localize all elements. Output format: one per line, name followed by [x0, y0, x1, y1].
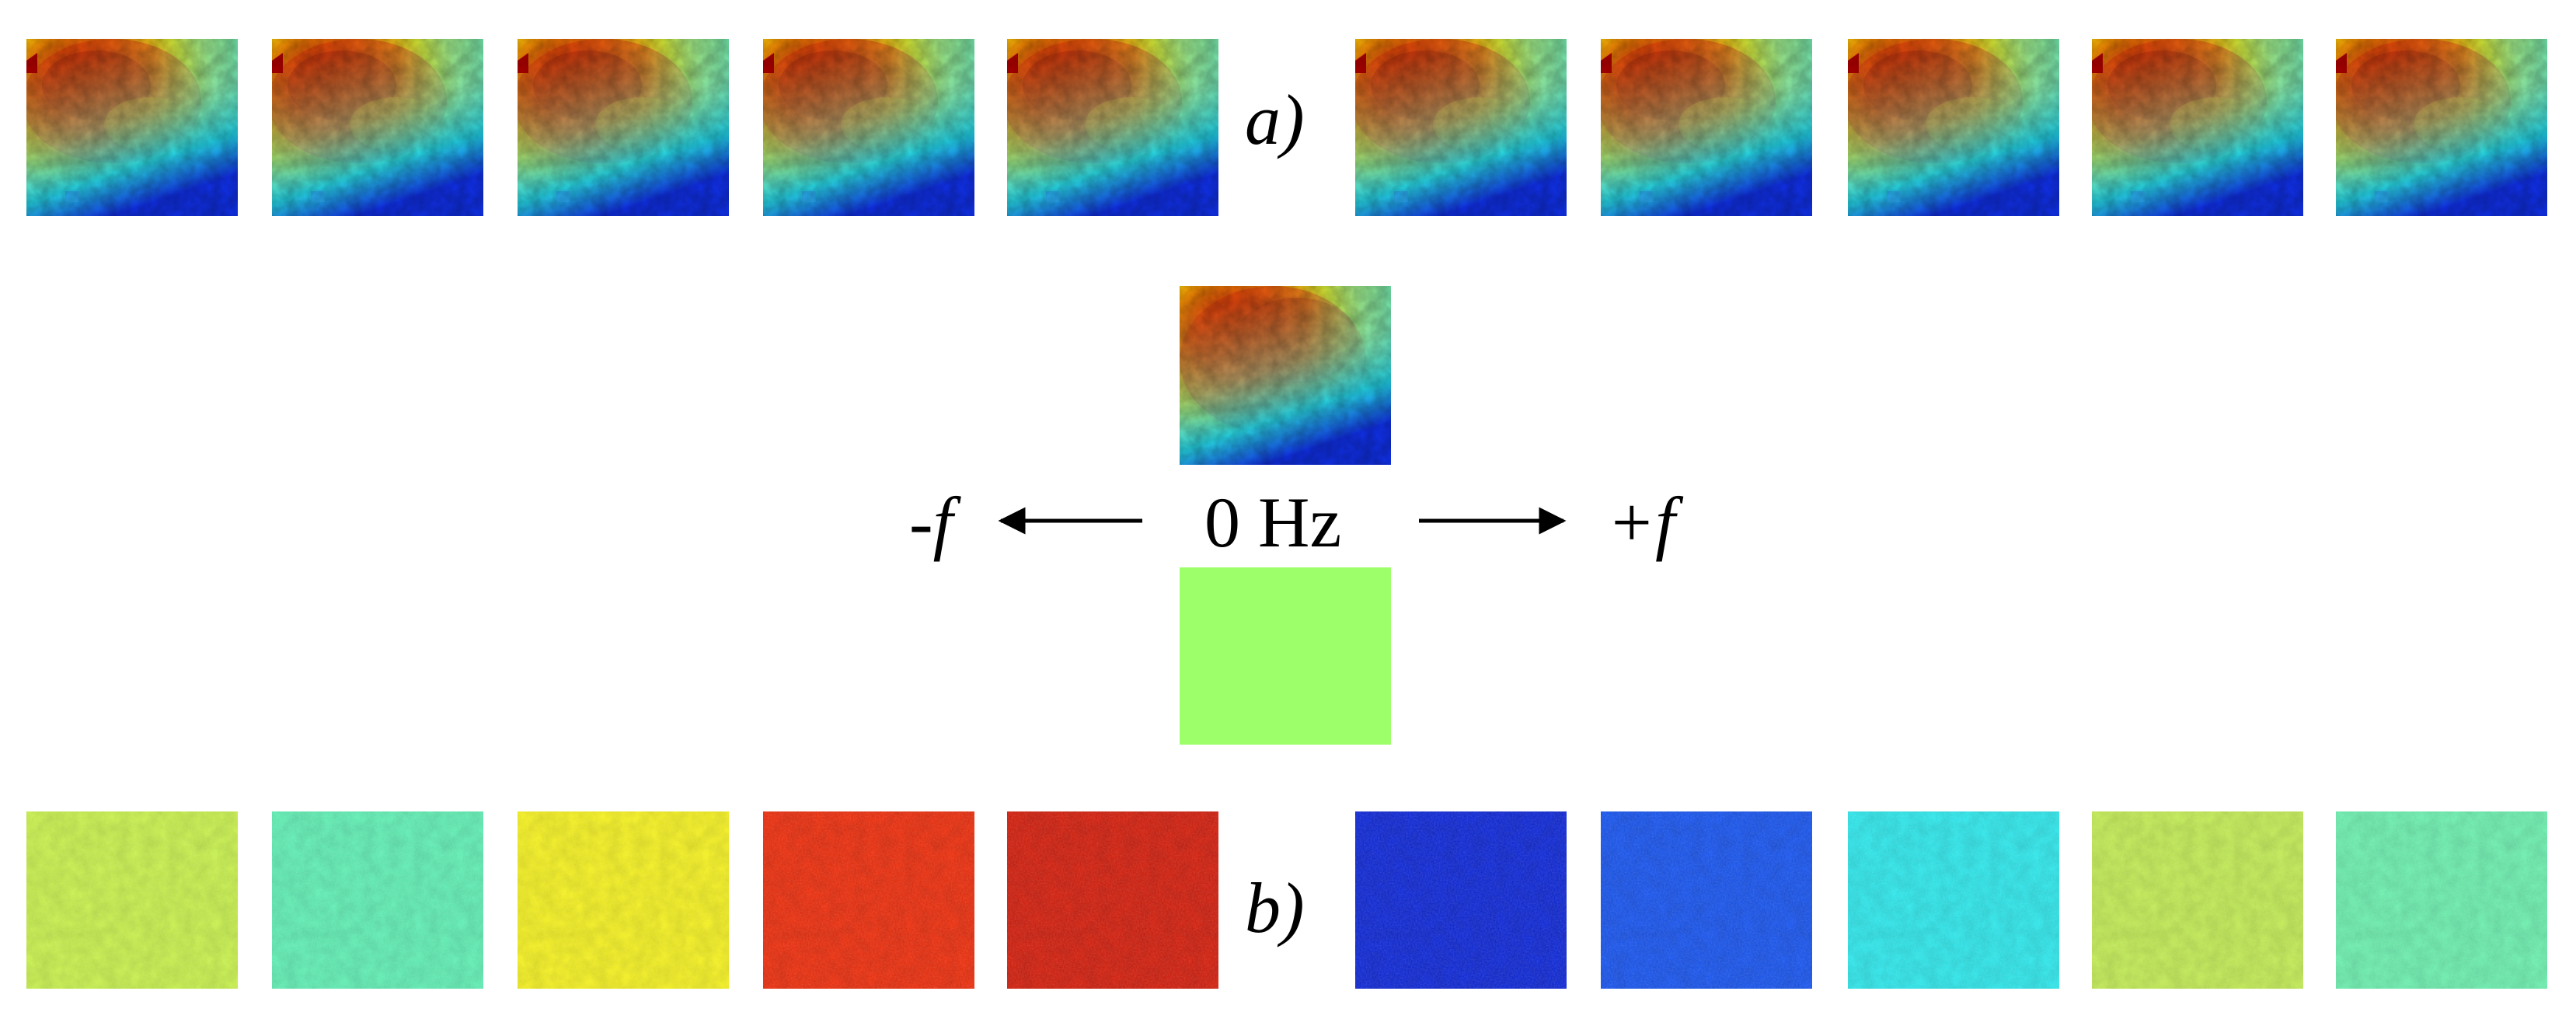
row-a-heatmap-tile	[2336, 39, 2547, 216]
row-a-heatmap-tile	[1848, 39, 2059, 216]
row-a-heatmap-tile	[272, 39, 483, 216]
row-b-component-tile	[763, 811, 974, 989]
row-b-component-tile	[1848, 811, 2059, 989]
row-b-component-tile	[518, 811, 729, 989]
right-arrow	[1419, 507, 1567, 535]
row-b-component-tile	[1355, 811, 1567, 989]
row-a-label: a)	[1245, 80, 1305, 159]
row-a-heatmap-tile	[1007, 39, 1218, 216]
row-b-label: b)	[1245, 868, 1305, 947]
row-b-component-tile	[1007, 811, 1218, 989]
row-b-component-tile	[2336, 811, 2547, 989]
center-heatmap-tile	[1180, 286, 1391, 465]
row-b-component-tile	[272, 811, 483, 989]
row-b-component-tile	[1601, 811, 1812, 989]
row-a-heatmap-tile	[1601, 39, 1812, 216]
row-a-heatmap-tile	[26, 39, 238, 216]
row-b-component-tile	[26, 811, 238, 989]
zero-hz-label: 0 Hz	[1204, 483, 1342, 562]
row-b-component-tile	[2092, 811, 2303, 989]
left-arrow	[998, 507, 1142, 535]
center-uniform-tile	[1180, 567, 1391, 745]
neg-frequency-label: -f	[909, 483, 953, 562]
row-a-heatmap-tile	[2092, 39, 2303, 216]
row-a-heatmap-tile	[763, 39, 974, 216]
row-a-heatmap-tile	[518, 39, 729, 216]
pos-frequency-label: +f	[1607, 483, 1675, 562]
row-a-heatmap-tile	[1355, 39, 1567, 216]
